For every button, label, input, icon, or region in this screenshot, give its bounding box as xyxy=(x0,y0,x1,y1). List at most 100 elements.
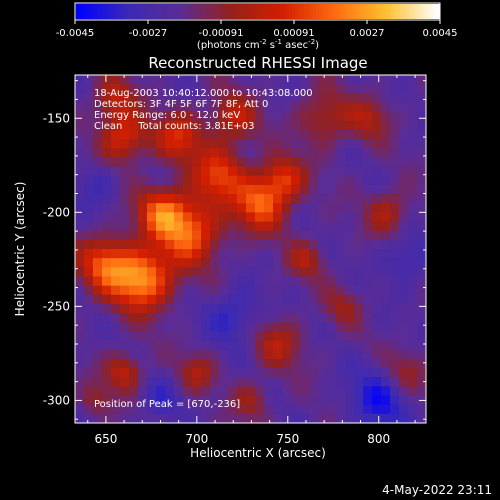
heatmap-cell xyxy=(399,84,409,94)
heatmap-cell xyxy=(165,340,175,351)
heatmap-cell xyxy=(390,194,400,204)
colorbar-cell xyxy=(262,4,266,19)
heatmap-cell xyxy=(390,267,400,277)
colorbar-cell xyxy=(112,4,116,19)
heatmap-cell xyxy=(93,175,103,186)
heatmap-cell xyxy=(219,267,229,277)
heatmap-cell xyxy=(255,413,265,424)
heatmap-cell xyxy=(327,249,337,259)
heatmap-cell xyxy=(201,303,211,314)
heatmap-cell xyxy=(273,212,283,222)
colorbar-cell xyxy=(346,4,350,19)
heatmap-cell xyxy=(102,239,112,250)
heatmap-cell xyxy=(84,75,94,85)
heatmap-cell xyxy=(75,404,85,415)
heatmap-cell xyxy=(300,75,310,85)
heatmap-cell xyxy=(363,221,373,232)
heatmap-cell xyxy=(372,404,382,415)
heatmap-cell xyxy=(372,276,382,287)
colorbar-cell xyxy=(364,4,368,19)
heatmap-cell xyxy=(399,340,409,351)
heatmap-cell xyxy=(102,267,112,277)
annotation-detectors: Detectors: 3F 4F 5F 6F 7F 8F, Att 0 xyxy=(94,99,268,110)
colorbar-cell xyxy=(265,4,269,19)
heatmap-cell xyxy=(291,313,301,323)
colorbar-cell xyxy=(304,4,308,19)
heatmap-cell xyxy=(255,194,265,204)
heatmap-cell xyxy=(309,221,319,232)
heatmap-cell xyxy=(264,230,274,241)
heatmap-cell xyxy=(408,368,418,378)
heatmap-cell xyxy=(219,276,229,287)
colorbar-cell xyxy=(82,4,86,19)
heatmap-cell xyxy=(408,111,418,122)
heatmap-cell xyxy=(75,184,85,195)
heatmap-cell xyxy=(210,166,220,177)
heatmap-cell xyxy=(291,139,301,149)
heatmap-cell xyxy=(291,386,301,396)
heatmap-cell xyxy=(282,340,292,351)
heatmap-cell xyxy=(345,120,355,131)
heatmap-cell xyxy=(201,249,211,259)
heatmap-cell xyxy=(354,166,364,177)
heatmap-cell xyxy=(147,194,157,204)
heatmap-cell xyxy=(156,194,166,204)
heatmap-cell xyxy=(165,239,175,250)
heatmap-cell xyxy=(345,377,355,387)
heatmap-cell xyxy=(399,285,409,296)
heatmap-cell xyxy=(399,230,409,241)
heatmap-cell xyxy=(300,239,310,250)
heatmap-cell xyxy=(372,139,382,149)
heatmap-cell xyxy=(129,276,139,287)
heatmap-cell xyxy=(417,377,427,387)
heatmap-cell xyxy=(192,294,202,305)
annotation-block: 18-Aug-2003 10:40:12.000 to 10:43:08.000… xyxy=(94,88,313,132)
heatmap-cell xyxy=(417,221,427,232)
heatmap-cell xyxy=(219,230,229,241)
heatmap-cell xyxy=(156,294,166,305)
heatmap-cell xyxy=(183,139,193,149)
heatmap-cell xyxy=(183,102,193,113)
heatmap-cell xyxy=(291,349,301,360)
heatmap-cell xyxy=(228,258,238,268)
heatmap-cell xyxy=(75,75,85,85)
heatmap-cell xyxy=(390,313,400,323)
heatmap-cell xyxy=(327,157,337,167)
colorbar-cell xyxy=(133,4,137,19)
heatmap-cell xyxy=(120,322,130,332)
heatmap-cell xyxy=(156,139,166,149)
heatmap-cell xyxy=(399,184,409,195)
heatmap-cell xyxy=(372,267,382,277)
heatmap-cell xyxy=(138,340,148,351)
heatmap-cell xyxy=(318,404,328,415)
heatmap-cell xyxy=(237,313,247,323)
heatmap-cell xyxy=(372,102,382,113)
heatmap-cell xyxy=(192,303,202,314)
heatmap-cell xyxy=(363,267,373,277)
heatmap-cell xyxy=(273,148,283,158)
heatmap-cell xyxy=(282,358,292,369)
heatmap-cell xyxy=(282,194,292,204)
heatmap-cell xyxy=(156,157,166,167)
colorbar-cell xyxy=(301,4,305,19)
heatmap-cell xyxy=(120,386,130,396)
colorbar-cell xyxy=(199,4,203,19)
heatmap-cell xyxy=(174,239,184,250)
heatmap-cell xyxy=(111,404,121,415)
heatmap-cell xyxy=(345,267,355,277)
heatmap-cell xyxy=(318,102,328,113)
heatmap-cell xyxy=(327,166,337,177)
heatmap-cell xyxy=(84,358,94,369)
heatmap-cell xyxy=(201,93,211,103)
heatmap-cell xyxy=(372,340,382,351)
heatmap-cell xyxy=(399,111,409,122)
heatmap-cell xyxy=(336,285,346,296)
heatmap-cell xyxy=(336,377,346,387)
heatmap-cell xyxy=(399,166,409,177)
heatmap-cell xyxy=(237,413,247,424)
heatmap-cell xyxy=(246,203,256,213)
heatmap-cell xyxy=(309,129,319,140)
heatmap-cell xyxy=(300,386,310,396)
heatmap-cell xyxy=(102,358,112,369)
heatmap-cell xyxy=(120,331,130,341)
